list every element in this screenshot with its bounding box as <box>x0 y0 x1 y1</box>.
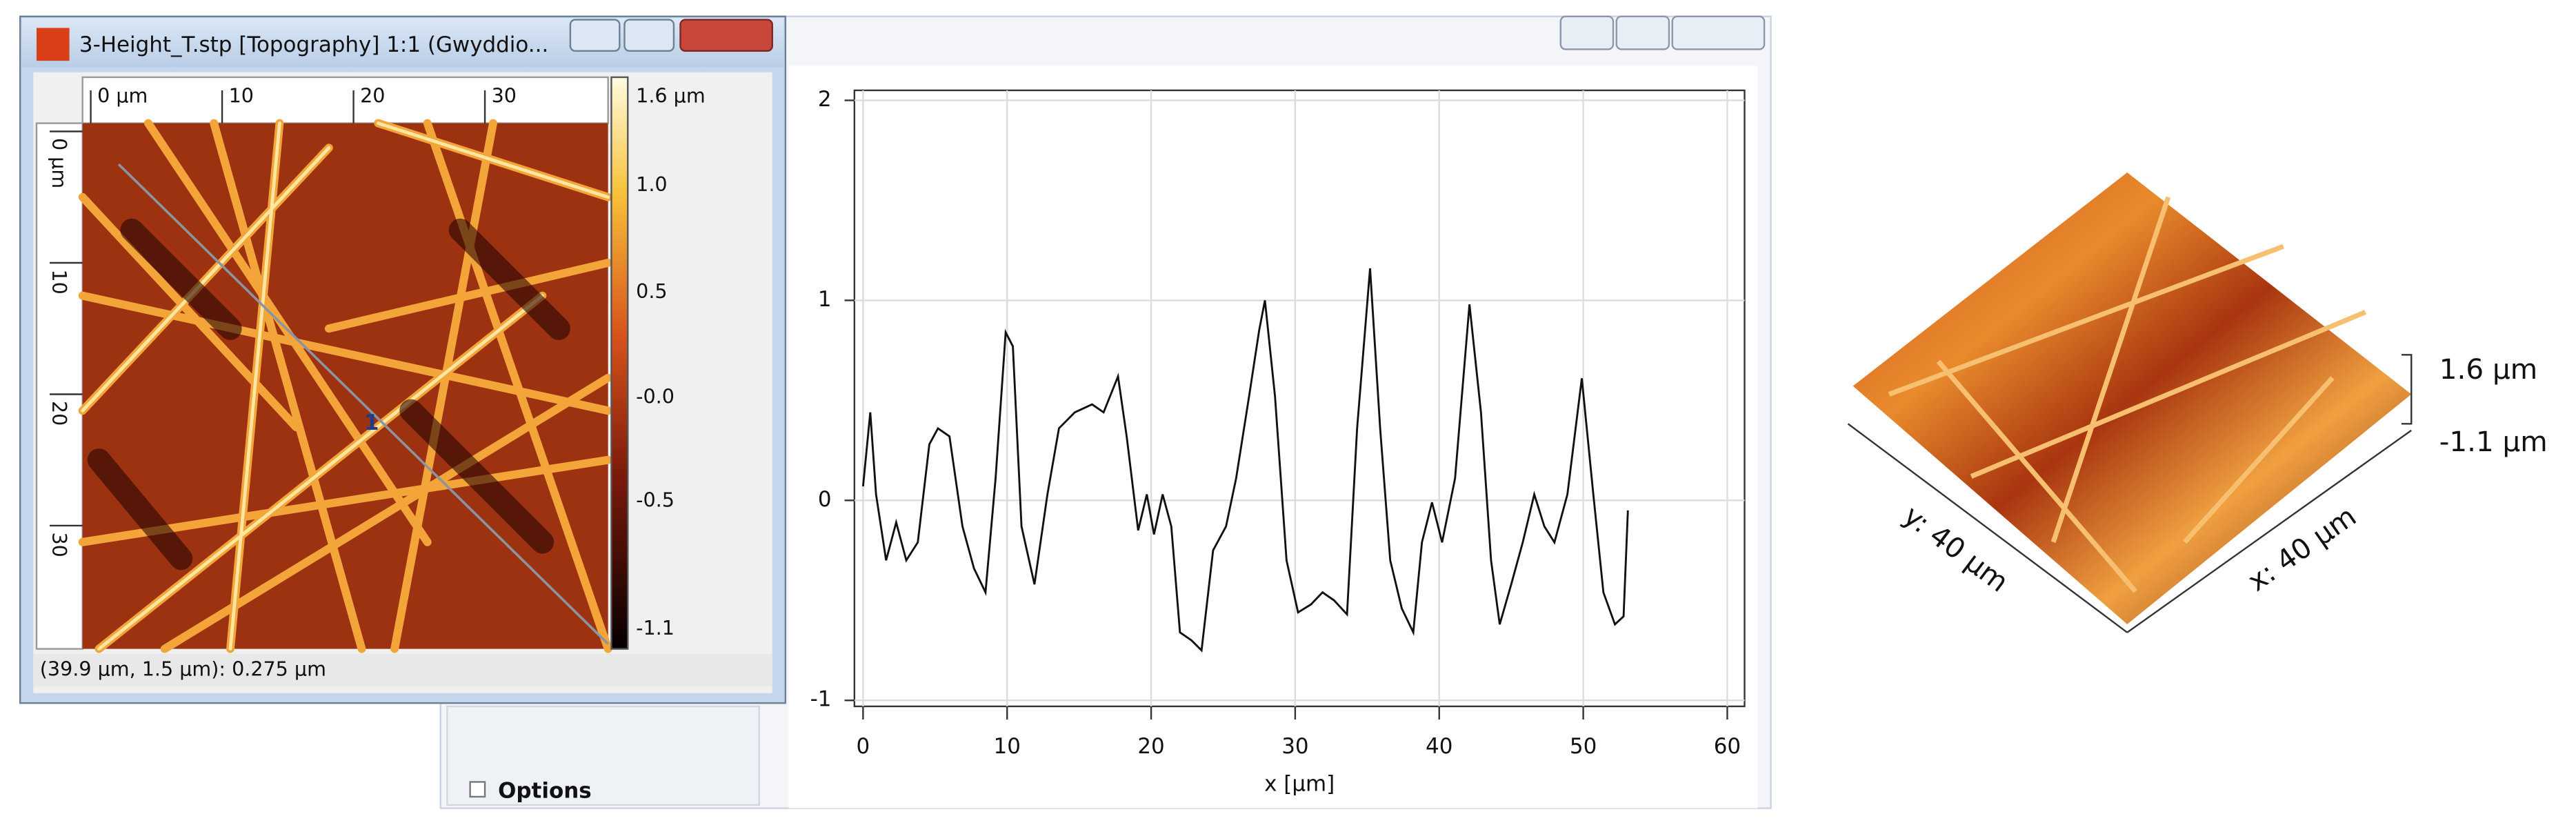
expand-box[interactable] <box>469 781 486 798</box>
options-label[interactable]: Options <box>498 778 592 803</box>
color-scale <box>610 76 629 650</box>
y-axis-3d <box>1847 423 2128 633</box>
minimize-button[interactable] <box>569 19 621 52</box>
x-tick-label: 40 <box>1426 734 1452 759</box>
x-tick-label: 50 <box>1570 734 1597 759</box>
maximize-button[interactable] <box>623 19 675 52</box>
y-axis-label-3d: y: 40 µm <box>1897 499 2015 599</box>
image-fibers <box>78 119 612 653</box>
top-ruler-label: 0 µm <box>97 83 148 107</box>
side-panel <box>446 705 760 806</box>
window-buttons <box>1559 15 1766 50</box>
window-title: 3-Height_T.stp [Topography] 1:1 (Gwyddio… <box>79 32 548 57</box>
x-axis-label: x [µm] <box>1264 772 1335 797</box>
z-scale-bar <box>2401 354 2413 425</box>
left-ruler-label: 0 µm <box>48 138 71 188</box>
left-ruler-label: 10 <box>48 270 71 295</box>
x-tick-label: 0 <box>857 734 870 759</box>
surface <box>1853 172 2412 624</box>
x-tick-label: 30 <box>1281 734 1308 759</box>
color-scale-label: -0.5 <box>636 488 675 511</box>
left-ruler-label: 20 <box>48 401 71 426</box>
profile-line <box>117 163 609 645</box>
y-tick-label: 0 <box>818 487 832 512</box>
color-scale-label: -0.0 <box>636 384 675 408</box>
left-ruler-label: 30 <box>48 533 71 557</box>
top-ruler <box>81 76 609 124</box>
x-tick-label: 20 <box>1137 734 1164 759</box>
y-tick-label: 1 <box>818 287 832 312</box>
profile-line <box>861 268 1629 653</box>
app-icon <box>36 28 70 61</box>
top-ruler-label: 10 <box>229 83 254 107</box>
color-scale-label: 1.6 µm <box>636 83 706 107</box>
y-tick-label: 2 <box>818 87 832 112</box>
profile-marker: 1 <box>364 410 379 435</box>
status-bar <box>33 653 772 687</box>
ruler-labels: 0 µm 10 20 30 0 µm 10 20 30 <box>48 83 517 557</box>
y-tick-label: -1 <box>810 687 832 712</box>
color-scale-label: 1.0 <box>636 172 667 196</box>
z-min-label: -1.1 µm <box>2439 425 2548 458</box>
x-axis-3d <box>2126 429 2412 633</box>
surface-ridges <box>1888 196 2366 593</box>
status-text: (39.9 µm, 1.5 µm): 0.275 µm <box>40 657 326 681</box>
color-scale-labels: 1.6 µm 1.0 0.5 -0.0 -0.5 -1.1 <box>636 83 706 639</box>
top-ruler-label: 20 <box>360 83 385 107</box>
close-button[interactable] <box>679 19 773 52</box>
maximize-button[interactable] <box>1615 15 1670 50</box>
plot-frame <box>853 89 1746 708</box>
minimize-button[interactable] <box>1559 15 1615 50</box>
afm-image: 1 <box>78 119 612 653</box>
x-tick-label: 60 <box>1714 734 1741 759</box>
z-max-label: 1.6 µm <box>2439 353 2537 386</box>
surface-3d: 1.6 µm -1.1 µm y: 40 µm x: 40 µm <box>1847 172 2548 633</box>
color-scale-label: -1.1 <box>636 616 675 639</box>
close-button[interactable] <box>1671 15 1766 50</box>
color-scale-label: 0.5 <box>636 279 667 303</box>
x-tick-label: 10 <box>994 734 1021 759</box>
top-ruler-label: 30 <box>492 83 517 107</box>
left-ruler <box>35 122 83 650</box>
